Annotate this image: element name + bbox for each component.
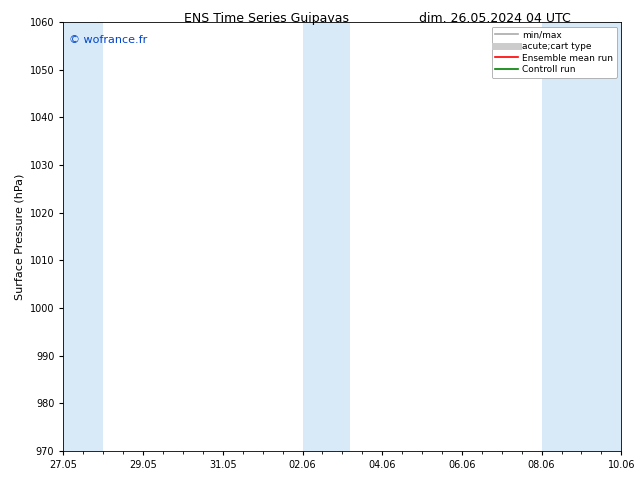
Bar xyxy=(541,22,621,451)
Text: ENS Time Series Guipavas: ENS Time Series Guipavas xyxy=(184,12,349,25)
Y-axis label: Surface Pressure (hPa): Surface Pressure (hPa) xyxy=(14,173,24,299)
Text: © wofrance.fr: © wofrance.fr xyxy=(69,35,147,45)
Legend: min/max, acute;cart type, Ensemble mean run, Controll run: min/max, acute;cart type, Ensemble mean … xyxy=(491,26,617,78)
Text: dim. 26.05.2024 04 UTC: dim. 26.05.2024 04 UTC xyxy=(418,12,571,25)
Bar xyxy=(63,22,103,451)
Bar xyxy=(302,22,351,451)
